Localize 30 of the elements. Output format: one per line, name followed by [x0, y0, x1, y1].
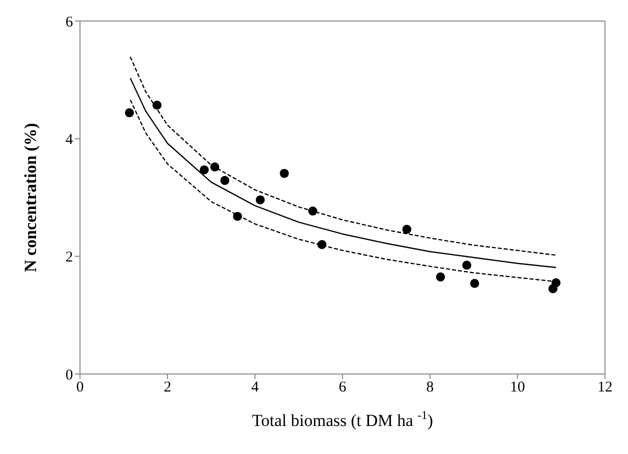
point	[548, 284, 558, 294]
point	[124, 108, 134, 118]
point	[232, 212, 242, 221]
point	[280, 168, 289, 178]
x-tick-label: 6	[338, 380, 347, 396]
point	[308, 206, 318, 216]
point	[317, 240, 326, 250]
y-tick-label: 6	[66, 14, 74, 30]
x-tick-label: 12	[598, 380, 612, 396]
x-axis-title: Total biomass (t DM ha $^{-1}$)	[252, 408, 434, 430]
point	[200, 165, 209, 174]
y-tick-label: 0	[66, 367, 73, 384]
point	[220, 176, 230, 185]
line-series	[130, 56, 557, 256]
x-tick-label: 0	[76, 380, 84, 396]
x-tick-label: 2	[164, 380, 172, 396]
line-series	[130, 77, 557, 268]
point	[436, 272, 446, 282]
point	[402, 224, 412, 234]
x-tick-label: 4	[251, 380, 260, 396]
point	[152, 100, 162, 110]
y-axis-title: N concentration (%)	[21, 122, 40, 272]
point	[256, 195, 265, 204]
y-tick-label: 4	[66, 132, 74, 148]
y-tick-label: 2	[66, 250, 73, 266]
point	[462, 260, 472, 270]
point	[210, 162, 220, 172]
x-tick-label: 10	[510, 380, 525, 396]
point	[470, 278, 480, 288]
x-tick-label: 8	[426, 380, 434, 396]
